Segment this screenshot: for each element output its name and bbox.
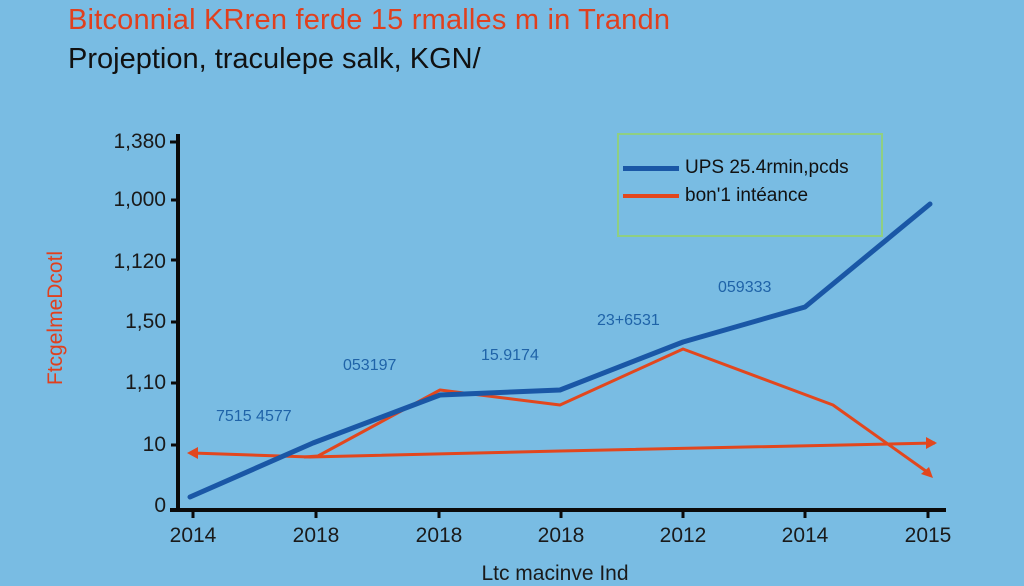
orange-line-swatch-icon bbox=[623, 194, 679, 198]
data-label: 23+6531 bbox=[597, 312, 660, 329]
legend-item-blue[interactable]: UPS 25.4rmin,pcds bbox=[623, 157, 849, 179]
legend-label: bon'1 intéance bbox=[685, 185, 809, 206]
x-tick-label: 2014 bbox=[169, 524, 217, 547]
orange-series-line bbox=[303, 347, 933, 478]
x-tick-label: 2018 bbox=[415, 524, 463, 547]
y-tick-label: 1,380 bbox=[113, 130, 166, 153]
x-tick-label: 2012 bbox=[659, 524, 707, 547]
legend-item-orange[interactable]: bon'1 intéance bbox=[623, 185, 808, 207]
y-tick-label: 1,120 bbox=[113, 250, 166, 273]
data-label: 059333 bbox=[718, 279, 772, 296]
x-axis-label: Ltc macinve Ind bbox=[481, 562, 629, 585]
x-tick-label: 2018 bbox=[537, 524, 585, 547]
data-label: 15.9174 bbox=[481, 347, 539, 364]
chart-title: Bitconnial KRren ferde 15 rmalles m in T… bbox=[68, 4, 671, 36]
blue-series-line bbox=[187, 201, 933, 500]
y-tick-label: 1,000 bbox=[113, 188, 166, 211]
y-axis-label: FtcgelmeDcotl bbox=[44, 250, 67, 386]
y-tick-label: 1,50 bbox=[125, 310, 166, 333]
x-tick-label: 2015 bbox=[904, 524, 952, 547]
x-tick-label: 2014 bbox=[781, 524, 829, 547]
y-tick-label: 0 bbox=[154, 494, 166, 517]
y-tick-label: 10 bbox=[142, 433, 166, 456]
y-tick-label: 1,10 bbox=[125, 371, 166, 394]
data-label: 7515 4577 bbox=[216, 408, 292, 425]
data-label: 053197 bbox=[343, 357, 397, 374]
x-tick-label: 2018 bbox=[292, 524, 340, 547]
legend-label: UPS 25.4rmin,pcds bbox=[685, 157, 849, 178]
chart-subtitle: Projeption, traculepe salk, KGN/ bbox=[68, 43, 481, 75]
legend: UPS 25.4rmin,pcds bon'1 intéance bbox=[617, 133, 883, 237]
orange-reference-line bbox=[187, 437, 937, 459]
blue-line-swatch-icon bbox=[623, 165, 679, 171]
